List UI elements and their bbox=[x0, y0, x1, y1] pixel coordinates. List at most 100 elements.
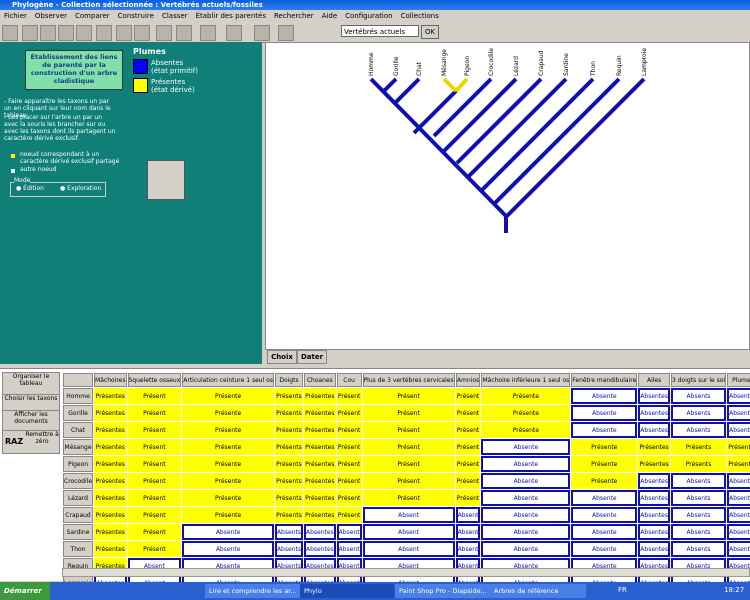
menu-item[interactable]: Aide bbox=[321, 12, 338, 20]
column-header: Doigts bbox=[274, 373, 303, 387]
column-header: Cou bbox=[336, 373, 362, 387]
taxon-cell[interactable]: Crocodile bbox=[63, 473, 94, 489]
tool-icon[interactable] bbox=[58, 25, 74, 41]
state-cell: Présent bbox=[336, 473, 362, 489]
state-cell: Absents bbox=[671, 490, 727, 506]
mode-radio[interactable]: ● Exploration bbox=[60, 185, 102, 192]
table-row: Thon Présentes Présent Absente Absents Absent… bbox=[63, 541, 750, 557]
state-cell: Absentes bbox=[727, 507, 750, 523]
column-header: Choanes bbox=[303, 373, 336, 387]
state-cell: Présent bbox=[455, 388, 481, 404]
taxon-cell[interactable]: Mésange bbox=[63, 439, 94, 455]
taxon-label: Homme bbox=[368, 52, 375, 76]
state-cell: Absentes bbox=[638, 524, 670, 540]
tool-palette[interactable] bbox=[147, 160, 185, 200]
node-legend: noeud correspondant à un caractère dériv… bbox=[20, 151, 120, 165]
mode-option: Édition bbox=[23, 185, 44, 192]
tool-icon[interactable] bbox=[134, 25, 150, 41]
taskbar: Démarrer Lire et comprendre les ar... Ph… bbox=[0, 582, 750, 600]
state-cell: Présente bbox=[481, 422, 571, 438]
state-cell: Présent bbox=[336, 439, 362, 455]
button-icon: RAZ bbox=[5, 437, 24, 446]
tool-icon[interactable] bbox=[176, 25, 192, 41]
state-cell: Présentes bbox=[94, 439, 127, 455]
state-cell: Absent bbox=[336, 524, 362, 540]
tool-icon[interactable] bbox=[278, 25, 294, 41]
state-cell: Absente bbox=[182, 541, 274, 557]
task-button[interactable]: Phylo bbox=[300, 584, 394, 598]
tool-icon[interactable] bbox=[96, 25, 112, 41]
state-cell: Présente bbox=[571, 439, 638, 455]
state-cell: Présent bbox=[336, 507, 362, 523]
node-legend: autre noeud bbox=[20, 166, 57, 173]
state-cell: Présents bbox=[274, 439, 303, 455]
taxon-cell[interactable]: Lézard bbox=[63, 490, 94, 506]
tab[interactable]: Dater bbox=[297, 350, 327, 364]
tool-icon[interactable] bbox=[40, 25, 56, 41]
tree-panel: Homme Gorille Chat Mésange Pigeon Crocodile Lé… bbox=[265, 42, 750, 350]
state-cell: Présent bbox=[362, 490, 455, 506]
state-cell: Présentes bbox=[303, 405, 336, 421]
column-header: Squelette osseux bbox=[127, 373, 182, 387]
menu-item[interactable]: Comparer bbox=[75, 12, 110, 20]
tool-icon[interactable] bbox=[226, 25, 242, 41]
menu-item[interactable]: Observer bbox=[34, 12, 68, 20]
ok-button[interactable]: OK bbox=[421, 25, 439, 39]
taxon-cell[interactable]: Sardine bbox=[63, 524, 94, 540]
taxon-cell[interactable]: Pigeon bbox=[63, 456, 94, 472]
taxon-label: Chat bbox=[416, 61, 423, 76]
start-button[interactable]: Démarrer bbox=[0, 582, 50, 600]
tool-icon[interactable] bbox=[76, 25, 92, 41]
taxon-cell[interactable]: Thon bbox=[63, 541, 94, 557]
state-cell: Absents bbox=[671, 388, 727, 404]
state-cell: Présent bbox=[455, 490, 481, 506]
state-cell: Absentes bbox=[727, 388, 750, 404]
taxon-cell[interactable]: Crapaud bbox=[63, 507, 94, 523]
toolbar bbox=[0, 22, 750, 43]
state-cell: Présentes bbox=[638, 456, 670, 472]
taxon-cell[interactable]: Chat bbox=[63, 422, 94, 438]
state-cell: Absentes bbox=[638, 507, 670, 523]
button-label: Remettre à zéro bbox=[25, 431, 59, 445]
menu-item[interactable]: Classer bbox=[161, 12, 188, 20]
state-cell: Absente bbox=[571, 422, 638, 438]
scrollbar[interactable] bbox=[62, 568, 750, 577]
tool-icon[interactable] bbox=[254, 25, 270, 41]
taxon-cell[interactable]: Gorille bbox=[63, 405, 94, 421]
tool-icon[interactable] bbox=[156, 25, 172, 41]
side-button[interactable]: Organiser le tableau bbox=[2, 372, 60, 396]
mode-option: Exploration bbox=[67, 185, 102, 192]
task-button[interactable]: Paint Shop Pro - Diapside... bbox=[395, 584, 491, 598]
taxon-cell[interactable]: Homme bbox=[63, 388, 94, 404]
collection-select[interactable]: Vertébrés actuels bbox=[341, 25, 419, 37]
menu-item[interactable]: Établir des parentés bbox=[195, 12, 266, 20]
menu-item[interactable]: Collections bbox=[400, 12, 439, 20]
menu-item[interactable]: Fichier bbox=[4, 12, 27, 20]
task-button[interactable]: Arbres de référence bbox=[490, 584, 586, 598]
state-cell: Présents bbox=[274, 490, 303, 506]
state-cell: Présents bbox=[274, 388, 303, 404]
tool-icon[interactable] bbox=[2, 25, 18, 41]
state-cell: Absente bbox=[481, 524, 571, 540]
state-cell: Présente bbox=[481, 405, 571, 421]
task-button[interactable]: Lire et comprendre les ar... bbox=[205, 584, 301, 598]
menu-item[interactable]: Rechercher bbox=[273, 12, 314, 20]
state-cell: Présent bbox=[362, 439, 455, 455]
state-cell: Absents bbox=[274, 541, 303, 557]
mode-radio[interactable]: ● Édition bbox=[16, 185, 44, 192]
menu-item[interactable]: Configuration bbox=[345, 12, 393, 20]
taxa-labels: Homme Gorille Chat Mésange Pigeon Crocodile Lé… bbox=[368, 48, 648, 77]
state-cell: Présent bbox=[127, 456, 182, 472]
tab[interactable]: Choix bbox=[267, 350, 297, 364]
tool-icon[interactable] bbox=[22, 25, 38, 41]
state-cell: Présent bbox=[455, 422, 481, 438]
state-cell: Absents bbox=[671, 405, 727, 421]
side-button[interactable]: RAZ Remettre à zéro bbox=[2, 430, 60, 454]
tool-icon[interactable] bbox=[200, 25, 216, 41]
tool-icon[interactable] bbox=[116, 25, 132, 41]
state-cell: Présente bbox=[182, 388, 274, 404]
language[interactable]: FR bbox=[618, 586, 627, 594]
state-cell: Présentes bbox=[94, 541, 127, 557]
menu-item[interactable]: Construire bbox=[117, 12, 154, 20]
state-cell: Absente bbox=[571, 507, 638, 523]
